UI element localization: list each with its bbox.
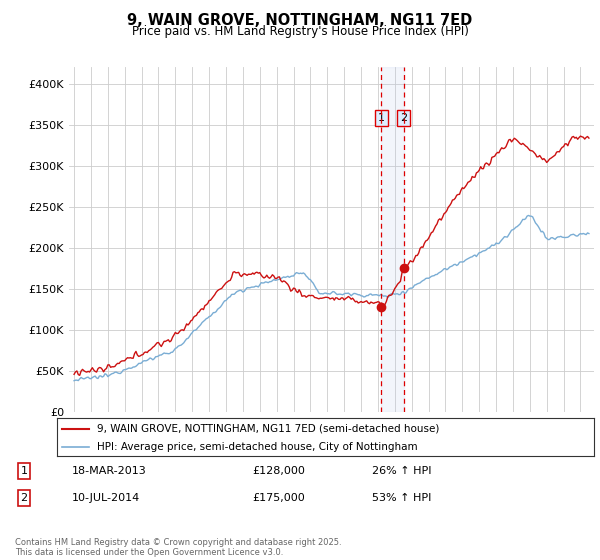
Text: 18-MAR-2013: 18-MAR-2013 bbox=[72, 466, 147, 476]
Text: 26% ↑ HPI: 26% ↑ HPI bbox=[372, 466, 431, 476]
Text: £128,000: £128,000 bbox=[252, 466, 305, 476]
Text: 9, WAIN GROVE, NOTTINGHAM, NG11 7ED: 9, WAIN GROVE, NOTTINGHAM, NG11 7ED bbox=[127, 13, 473, 29]
Text: 9, WAIN GROVE, NOTTINGHAM, NG11 7ED (semi-detached house): 9, WAIN GROVE, NOTTINGHAM, NG11 7ED (sem… bbox=[97, 423, 440, 433]
Text: £175,000: £175,000 bbox=[252, 493, 305, 503]
Text: 2: 2 bbox=[20, 493, 28, 503]
Text: 53% ↑ HPI: 53% ↑ HPI bbox=[372, 493, 431, 503]
Text: Contains HM Land Registry data © Crown copyright and database right 2025.
This d: Contains HM Land Registry data © Crown c… bbox=[15, 538, 341, 557]
Text: 10-JUL-2014: 10-JUL-2014 bbox=[72, 493, 140, 503]
Text: 2: 2 bbox=[400, 113, 407, 123]
Text: 1: 1 bbox=[378, 113, 385, 123]
Bar bbox=[382, 67, 404, 412]
Text: Price paid vs. HM Land Registry's House Price Index (HPI): Price paid vs. HM Land Registry's House … bbox=[131, 25, 469, 38]
Text: 1: 1 bbox=[20, 466, 28, 476]
Text: HPI: Average price, semi-detached house, City of Nottingham: HPI: Average price, semi-detached house,… bbox=[97, 442, 418, 452]
